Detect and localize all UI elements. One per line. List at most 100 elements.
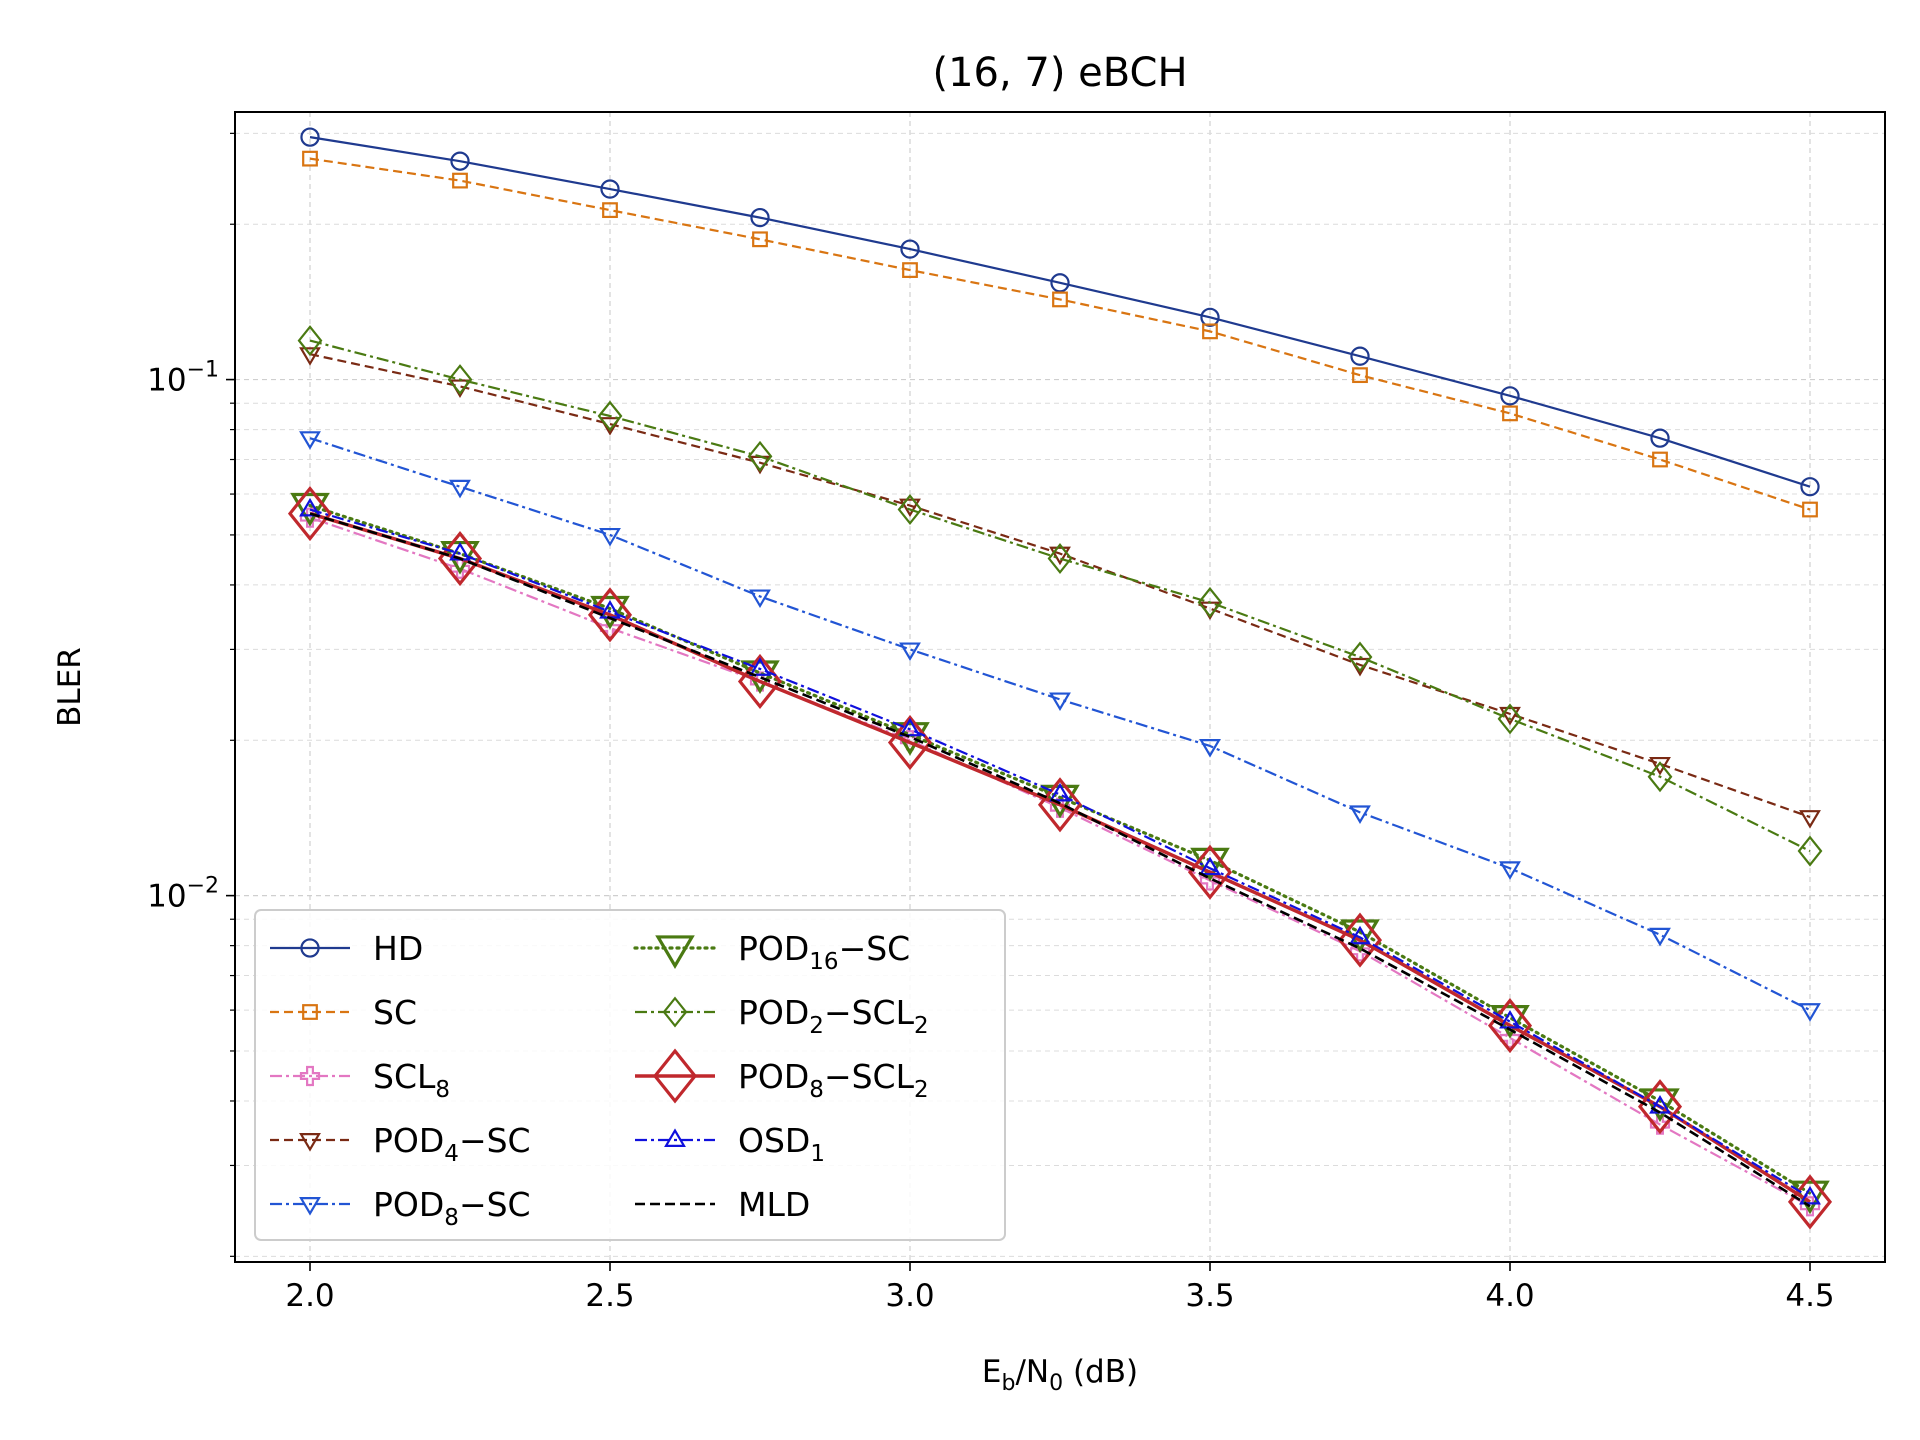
legend-label-pod8scl2: POD8−SCL2 (738, 1057, 929, 1103)
series-line-pod16sc (308, 503, 1812, 1195)
data-point-sc (1502, 405, 1518, 422)
data-point-pod2scl2 (897, 494, 923, 526)
data-point-osd1 (1349, 925, 1371, 945)
data-point-hd (600, 179, 620, 199)
data-point-pod8scl2 (1637, 1079, 1683, 1135)
legend-marker-pod16sc (655, 935, 695, 970)
data-point-sc (1802, 501, 1818, 518)
data-point-osd1 (1049, 782, 1071, 802)
legend-label-scl8: SCL8 (373, 1057, 450, 1103)
series-line-sc (309, 157, 1811, 511)
x-tick-label: 2.0 (285, 1278, 334, 1314)
legend-label-sc: SC (373, 993, 417, 1032)
legend-item-osd1: OSD1 (635, 1121, 825, 1167)
legend-marker-pod8scl2 (652, 1048, 698, 1104)
data-point-pod2scl2 (447, 364, 473, 396)
legend-item-sc: SC (270, 993, 417, 1032)
series-sc (302, 150, 1818, 518)
legend-item-pod16sc: POD16−SC (633, 929, 910, 975)
data-point-pod8sc (1499, 861, 1521, 880)
legend-item-hd: HD (270, 929, 423, 968)
data-point-osd1 (749, 657, 771, 676)
data-point-osd1 (1799, 1185, 1821, 1205)
data-point-pod4sc (1499, 706, 1521, 726)
series-line-pod8scl2 (309, 511, 1811, 1204)
data-point-pod8sc (449, 479, 471, 499)
x-tick-label: 4.0 (1485, 1278, 1534, 1314)
data-point-hd (450, 151, 470, 171)
data-point-pod8sc (1349, 805, 1371, 824)
legend-marker-scl8 (299, 1065, 321, 1087)
legend-item-pod2scl2: POD2−SCL2 (635, 993, 929, 1039)
data-point-hd (900, 239, 920, 259)
data-point-sc (1352, 367, 1368, 384)
data-point-sc (902, 262, 918, 278)
data-point-pod8scl2 (1487, 998, 1533, 1054)
data-point-sc (1652, 451, 1668, 468)
x-tick-label: 4.5 (1785, 1278, 1834, 1314)
series-osd1 (299, 497, 1821, 1205)
legend-marker-hd (300, 938, 320, 958)
data-point-pod4sc (1649, 756, 1671, 776)
data-point-sc (1202, 323, 1218, 340)
y-axis-label: BLER (52, 647, 88, 727)
series-hd (300, 127, 1820, 497)
x-axis-label: Eb/N0 (dB) (982, 1354, 1138, 1396)
data-point-pod8scl2 (1187, 844, 1233, 900)
legend-label-hd: HD (373, 929, 423, 968)
legend-marker-osd1 (664, 1128, 686, 1147)
data-point-pod2scl2 (297, 325, 323, 357)
data-point-sc (452, 172, 468, 189)
series-line-osd1 (309, 508, 1811, 1199)
y-tick-label: 10−2 (147, 874, 219, 915)
data-point-pod4sc (1049, 546, 1071, 566)
legend-item-scl8: SCL8 (270, 1057, 450, 1103)
data-point-pod2scl2 (1197, 586, 1223, 618)
legend-label-pod2scl2: POD2−SCL2 (738, 993, 929, 1039)
legend-label-pod16sc: POD16−SC (738, 929, 910, 975)
legend-label-mld: MLD (738, 1185, 810, 1224)
legend-item-pod4sc: POD4−SC (270, 1121, 531, 1167)
legend-label-osd1: OSD1 (738, 1121, 825, 1167)
data-point-osd1 (899, 717, 921, 737)
data-point-pod2scl2 (747, 440, 773, 472)
data-point-pod8sc (599, 527, 621, 547)
data-point-hd (750, 207, 770, 228)
legend-marker-sc (302, 1004, 318, 1020)
data-point-pod8sc (749, 589, 771, 609)
data-point-pod8scl2 (287, 486, 333, 542)
data-point-pod8scl2 (1787, 1174, 1833, 1230)
data-point-hd (1200, 307, 1220, 328)
data-point-pod8sc (1049, 692, 1071, 712)
data-point-pod8sc (299, 431, 321, 450)
legend-marker-pod4sc (299, 1133, 321, 1152)
data-point-pod2scl2 (1797, 835, 1823, 867)
data-point-pod8sc (1199, 739, 1221, 758)
data-point-pod8sc (1799, 1003, 1821, 1022)
chart-title: (16, 7) eBCH (932, 50, 1187, 96)
data-point-pod8sc (899, 642, 921, 662)
series-line-pod2scl2 (309, 339, 1811, 853)
data-point-hd (300, 127, 320, 147)
x-tick-label: 3.0 (885, 1278, 934, 1314)
data-point-pod2scl2 (1647, 761, 1673, 793)
data-point-pod16sc (1640, 1088, 1680, 1122)
axes: 2.0 2.5 3.0 3.5 4.0 4.5 10−1 10−2 (147, 132, 1835, 1314)
x-tick-label: 2.5 (585, 1278, 634, 1314)
data-point-hd (1800, 477, 1820, 497)
data-point-pod2scl2 (1347, 641, 1373, 673)
data-point-pod2scl2 (1497, 703, 1523, 735)
data-point-osd1 (299, 497, 321, 517)
data-point-pod4sc (1799, 810, 1821, 829)
y-tick-label: 10−1 (147, 358, 219, 399)
data-point-pod2scl2 (597, 400, 623, 432)
data-point-hd (1500, 386, 1520, 406)
legend-label-pod8sc: POD8−SC (373, 1185, 531, 1231)
data-point-scl8 (1199, 870, 1221, 891)
legend: HD SC SCL8 POD4−SC POD8−SC POD16−SC POD2−SCL2 P… (254, 909, 1006, 1241)
series-line-pod8sc (309, 437, 1811, 1012)
series-pod2scl2 (297, 325, 1823, 867)
data-point-pod8sc (1649, 927, 1671, 947)
data-point-sc (302, 150, 318, 167)
